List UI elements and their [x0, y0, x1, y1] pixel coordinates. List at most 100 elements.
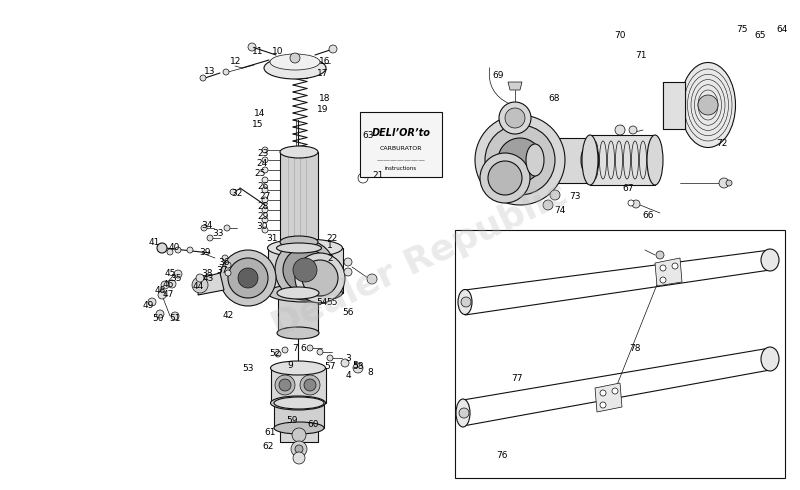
Ellipse shape [267, 239, 342, 257]
Text: 4: 4 [345, 370, 351, 379]
Text: 21: 21 [372, 171, 384, 179]
Text: 19: 19 [318, 104, 329, 114]
Bar [535, 138, 590, 183]
Circle shape [282, 347, 288, 353]
Polygon shape [198, 273, 224, 295]
Bar [280, 152, 318, 242]
Text: 57: 57 [324, 362, 336, 370]
Circle shape [480, 153, 530, 203]
Text: 73: 73 [570, 192, 581, 200]
Circle shape [292, 428, 306, 442]
Ellipse shape [277, 327, 319, 339]
Text: 7: 7 [292, 343, 298, 352]
Circle shape [615, 125, 625, 135]
Text: 27: 27 [259, 192, 270, 200]
Polygon shape [463, 348, 770, 426]
Bar [360, 112, 442, 177]
Text: 55: 55 [326, 297, 338, 307]
Bar [280, 428, 318, 442]
Circle shape [600, 390, 606, 396]
Text: 72: 72 [716, 139, 728, 147]
Circle shape [262, 207, 268, 213]
Circle shape [161, 281, 169, 289]
Circle shape [505, 108, 525, 128]
Text: 41: 41 [148, 238, 160, 246]
Circle shape [632, 200, 640, 208]
Text: CARBURATOR: CARBURATOR [380, 146, 422, 150]
Circle shape [295, 445, 303, 453]
Circle shape [698, 95, 718, 115]
Circle shape [283, 248, 327, 292]
Text: 14: 14 [254, 108, 266, 118]
Circle shape [275, 375, 295, 395]
Ellipse shape [280, 236, 318, 248]
Bar [268, 248, 343, 293]
Circle shape [300, 375, 320, 395]
Bar [590, 135, 655, 185]
Text: 32: 32 [231, 189, 242, 197]
Ellipse shape [274, 422, 324, 434]
Circle shape [629, 126, 637, 134]
Circle shape [488, 161, 522, 195]
Text: 56: 56 [342, 308, 354, 317]
Text: 18: 18 [319, 94, 330, 102]
Bar [663, 82, 685, 129]
Circle shape [200, 75, 206, 81]
Circle shape [341, 359, 349, 367]
Polygon shape [508, 82, 522, 90]
Text: 8: 8 [367, 368, 373, 376]
Text: Dealer Republic: Dealer Republic [266, 176, 574, 343]
Circle shape [550, 190, 560, 200]
Text: 3: 3 [345, 353, 351, 363]
Circle shape [224, 225, 230, 231]
Text: 50: 50 [152, 314, 164, 322]
Text: 37: 37 [216, 266, 228, 274]
Circle shape [171, 312, 179, 320]
Text: 68: 68 [548, 94, 560, 102]
Text: 44: 44 [192, 281, 204, 291]
Circle shape [307, 345, 313, 351]
Text: 6: 6 [300, 343, 306, 352]
Ellipse shape [581, 144, 599, 176]
Circle shape [329, 45, 337, 53]
Text: 58: 58 [352, 362, 364, 370]
Circle shape [238, 268, 258, 288]
Circle shape [225, 270, 231, 276]
Text: 77: 77 [511, 373, 522, 383]
Circle shape [207, 235, 213, 241]
Text: 76: 76 [496, 450, 508, 460]
Text: 46: 46 [162, 279, 174, 289]
Circle shape [279, 379, 291, 391]
Polygon shape [655, 258, 682, 286]
Text: 70: 70 [614, 30, 626, 40]
Circle shape [291, 441, 307, 457]
Ellipse shape [526, 144, 544, 176]
Circle shape [174, 270, 182, 278]
Circle shape [628, 200, 634, 206]
Circle shape [148, 298, 156, 306]
Circle shape [262, 197, 268, 203]
Circle shape [262, 167, 268, 173]
Text: 9: 9 [287, 361, 293, 369]
Circle shape [317, 349, 323, 355]
Circle shape [196, 274, 204, 282]
Text: 78: 78 [630, 343, 641, 352]
Circle shape [600, 402, 606, 408]
Text: 51: 51 [170, 314, 181, 322]
Circle shape [304, 379, 316, 391]
Circle shape [726, 180, 732, 186]
Circle shape [175, 247, 181, 253]
Text: 64: 64 [776, 25, 788, 34]
Text: 47: 47 [162, 290, 174, 298]
Ellipse shape [280, 146, 318, 158]
Circle shape [262, 157, 268, 163]
Circle shape [168, 280, 176, 288]
Ellipse shape [647, 135, 663, 185]
Circle shape [327, 355, 333, 361]
Text: 54: 54 [316, 297, 328, 307]
Text: 35: 35 [170, 273, 182, 283]
Ellipse shape [270, 396, 326, 410]
Circle shape [223, 69, 229, 75]
Ellipse shape [761, 347, 779, 371]
Ellipse shape [458, 290, 472, 315]
